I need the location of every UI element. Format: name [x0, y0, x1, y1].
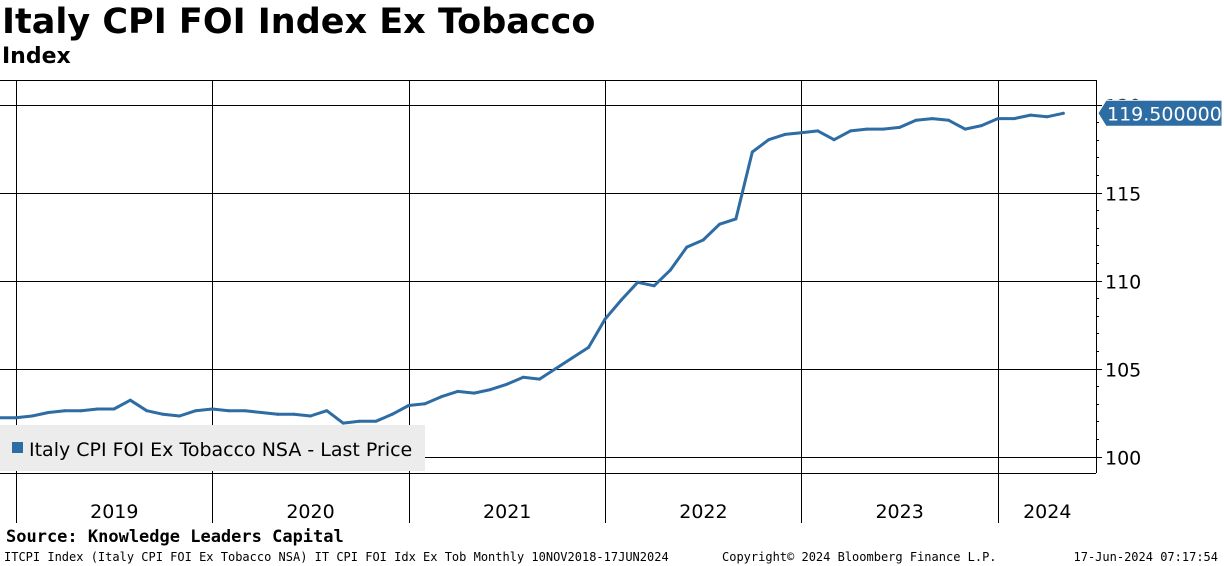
data-point-42	[685, 245, 689, 249]
data-point-37	[603, 317, 607, 321]
series-group	[0, 111, 1065, 425]
data-point-24	[390, 412, 394, 416]
data-point-8	[128, 398, 132, 402]
axes: 100105110115120201920202021202220232024	[0, 80, 1141, 523]
data-point-31	[505, 382, 509, 386]
data-point-20	[325, 409, 329, 413]
data-point-2	[30, 414, 34, 418]
timestamp: 17-Jun-2024 07:17:54	[1073, 550, 1219, 564]
data-point-29	[472, 391, 476, 395]
data-point-27	[439, 395, 443, 399]
data-point-62	[1012, 117, 1016, 121]
data-point-51	[832, 138, 836, 142]
data-point-48	[783, 132, 787, 136]
data-point-13	[210, 407, 214, 411]
data-point-56	[914, 118, 918, 122]
data-point-6	[96, 407, 100, 411]
data-point-9	[145, 409, 149, 413]
chart-title: Italy CPI FOI Index Ex Tobacco	[2, 2, 596, 42]
data-point-63	[1029, 113, 1033, 117]
y-tick-label-100: 100	[1105, 448, 1141, 470]
data-point-35	[570, 356, 574, 360]
data-point-57	[930, 117, 934, 121]
data-point-22	[358, 419, 361, 423]
last-value-label: 119.500000	[1107, 103, 1222, 125]
data-point-40	[652, 284, 656, 288]
data-point-49	[799, 131, 803, 135]
last-value-tag-shape	[1097, 99, 1223, 127]
copyright: Copyright© 2024 Bloomberg Finance L.P.	[722, 550, 997, 564]
x-tick-label-2023: 2023	[875, 501, 923, 523]
x-tick-label-2021: 2021	[483, 501, 531, 523]
y-tick-label-115: 115	[1105, 184, 1141, 206]
data-point-15	[243, 409, 247, 413]
data-point-39	[636, 280, 640, 284]
data-point-19	[308, 414, 312, 418]
data-point-11	[178, 414, 181, 418]
data-point-55	[898, 125, 902, 129]
data-point-25	[407, 404, 411, 407]
data-point-59	[963, 127, 967, 131]
source-note: Source: Knowledge Leaders Capital	[6, 527, 344, 547]
data-point-52	[849, 129, 852, 133]
data-point-4	[63, 409, 67, 413]
series-line	[0, 111, 1065, 425]
data-point-10	[161, 412, 165, 416]
data-point-45	[734, 217, 738, 221]
data-point-54	[881, 127, 885, 131]
data-point-43	[701, 238, 705, 242]
gridlines	[0, 80, 1096, 523]
data-point-26	[423, 402, 427, 406]
data-point-36	[587, 345, 591, 349]
data-point-28	[456, 389, 460, 393]
ticker-info: ITCPI Index (Italy CPI FOI Ex Tobacco NS…	[4, 550, 669, 564]
data-point-30	[488, 388, 492, 392]
data-point-3	[47, 411, 50, 414]
data-point-50	[816, 129, 820, 133]
y-tick-label-110: 110	[1105, 272, 1141, 294]
x-tick-label-2024: 2024	[1023, 501, 1071, 523]
y-tick-label-105: 105	[1105, 360, 1141, 382]
data-point-61	[996, 117, 1000, 121]
data-point-34	[554, 367, 558, 370]
legend: Italy CPI FOI Ex Tobacco NSA - Last Pric…	[0, 425, 425, 471]
chart-subtitle: Index	[2, 44, 71, 69]
data-point-21	[341, 421, 345, 425]
legend-label: Italy CPI FOI Ex Tobacco NSA - Last Pric…	[29, 439, 412, 461]
data-point-0	[0, 416, 1, 420]
data-point-23	[374, 419, 378, 423]
plot-background	[0, 80, 1096, 473]
data-point-33	[538, 377, 541, 381]
last-value-tag: 119.500000	[1097, 99, 1223, 127]
data-point-58	[947, 118, 951, 122]
data-point-65	[1061, 111, 1065, 115]
data-point-7	[112, 407, 116, 411]
data-point-41	[669, 268, 672, 272]
data-point-5	[79, 409, 83, 413]
x-tick-label-2019: 2019	[90, 501, 138, 523]
data-point-14	[227, 409, 231, 413]
data-point-16	[259, 411, 263, 414]
data-point-64	[1045, 115, 1049, 119]
x-tick-label-2022: 2022	[679, 501, 727, 523]
data-point-17	[276, 412, 280, 416]
data-point-32	[521, 375, 525, 379]
data-point-44	[718, 222, 722, 226]
data-point-38	[619, 298, 623, 302]
data-point-1	[14, 416, 18, 420]
x-tick-label-2020: 2020	[286, 501, 334, 523]
data-point-12	[194, 409, 198, 413]
data-point-53	[865, 127, 869, 131]
legend-box	[0, 425, 425, 471]
data-point-60	[980, 124, 983, 128]
data-point-47	[767, 138, 771, 142]
legend-swatch	[12, 442, 23, 453]
chart-area: Italy CPI FOI Ex Tobacco NSA - Last Pric…	[0, 80, 1223, 523]
data-point-18	[292, 412, 296, 416]
data-point-46	[750, 150, 754, 154]
